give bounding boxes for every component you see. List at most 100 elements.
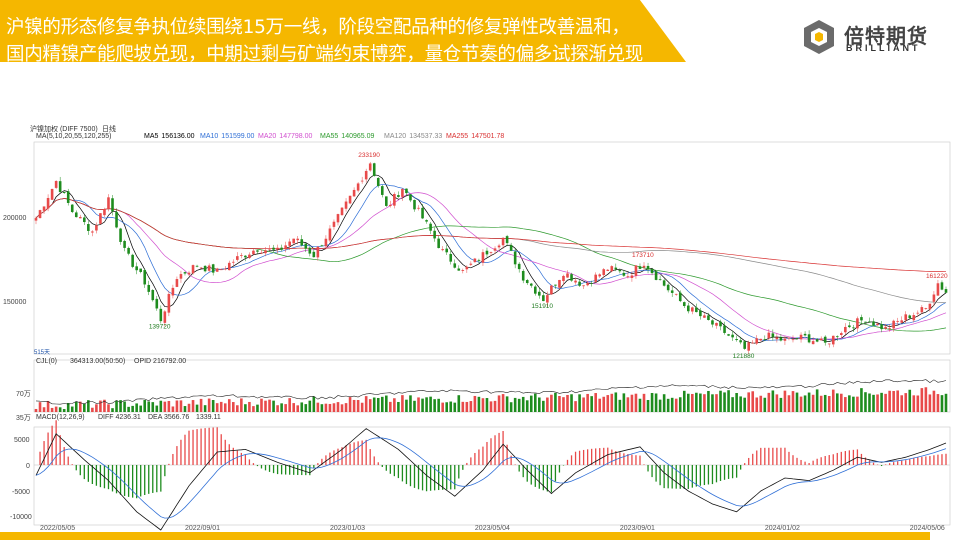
- candle-body: [469, 263, 473, 265]
- volume-bar: [268, 399, 271, 412]
- candle-body: [397, 195, 400, 197]
- logo-english-text: BRILLIANT: [846, 43, 921, 53]
- candle-body: [433, 230, 436, 239]
- headline-line-1: 沪镍的形态修复争执位续围绕15万一线，阶段空配品种的修复弹性改善温和，: [6, 17, 630, 38]
- candle-body: [437, 238, 440, 249]
- volume-bar: [767, 392, 771, 412]
- volume-bar: [107, 404, 110, 412]
- volume-tick-35: 35万: [16, 414, 31, 422]
- candle-body: [107, 197, 110, 209]
- volume-bar: [175, 400, 179, 412]
- candle-body: [227, 262, 231, 271]
- candle-body: [70, 204, 74, 213]
- candle-body: [795, 338, 799, 340]
- candle-body: [731, 334, 734, 338]
- ma5-line: [35, 174, 947, 344]
- instrument-label[interactable]: 沪镍加权 (DIFF 7500): [30, 124, 98, 133]
- volume-bar: [393, 398, 396, 412]
- candle-body: [928, 303, 932, 310]
- candle-body: [171, 287, 175, 296]
- volume-bar: [405, 399, 408, 412]
- volume-bar: [236, 405, 239, 412]
- candle-body: [908, 315, 912, 319]
- candle-body: [715, 322, 718, 326]
- volume-legend-opi: OPID 216792.00: [134, 358, 186, 365]
- candle-body: [513, 251, 517, 265]
- candle-body: [240, 255, 243, 256]
- volume-bar: [159, 400, 163, 412]
- volume-bar: [703, 394, 706, 412]
- ma10-legend: MA10 151599.00: [200, 133, 254, 140]
- volume-bar: [509, 402, 513, 412]
- candle-body: [493, 248, 497, 251]
- volume-bar: [328, 403, 332, 412]
- volume-bar: [320, 404, 324, 412]
- candle-body: [155, 298, 159, 309]
- candle-body: [634, 265, 638, 276]
- volume-bar: [171, 406, 175, 412]
- volume-bar: [66, 402, 70, 412]
- candle-body: [521, 270, 525, 281]
- price-annotations: 233190 139720 151910 173710 121880 161220: [149, 152, 948, 360]
- macd-legend-dea: DEA 3566.76: [148, 414, 189, 421]
- volume-bar: [99, 400, 102, 412]
- candle-body: [348, 195, 352, 204]
- candle-body: [248, 254, 251, 259]
- candle-body: [304, 243, 308, 249]
- volume-bar: [807, 392, 811, 412]
- volume-bar: [803, 395, 807, 412]
- volume-bar: [276, 405, 279, 412]
- volume-bar: [723, 392, 726, 412]
- volume-bar: [272, 400, 275, 412]
- candle-body: [393, 194, 396, 206]
- candle-body: [417, 207, 420, 209]
- volume-bar: [578, 394, 581, 412]
- candle-body: [505, 236, 509, 244]
- volume-bar: [900, 395, 904, 412]
- candle-body: [360, 180, 364, 182]
- candle-body: [195, 265, 199, 267]
- candle-body: [606, 269, 610, 271]
- macd-tick-neg10000: -10000: [10, 514, 32, 521]
- volume-bar: [409, 395, 412, 412]
- volume-bar: [868, 393, 871, 412]
- volume-bar: [570, 394, 573, 412]
- ma-legend: MA(5,10,20,55,120,255) MA5 156136.00 MA10…: [36, 133, 504, 140]
- candle-body: [831, 335, 835, 345]
- candle-body: [904, 314, 908, 321]
- x-label: 2023/09/01: [620, 525, 655, 532]
- volume-bar: [763, 397, 767, 412]
- candle-body: [864, 321, 867, 323]
- volume-bar: [856, 396, 859, 412]
- candle-body: [58, 181, 62, 193]
- candle-body: [457, 268, 461, 271]
- volume-bar: [115, 400, 118, 412]
- volume-bar: [538, 397, 541, 412]
- volume-bar: [876, 394, 879, 412]
- volume-bar: [755, 397, 759, 412]
- candle-body: [380, 186, 384, 195]
- volume-bar: [634, 393, 638, 412]
- volume-bar: [880, 392, 883, 412]
- volume-bar: [187, 403, 191, 412]
- candle-body: [78, 216, 82, 219]
- volume-bar: [87, 400, 90, 412]
- candle-body: [473, 258, 477, 263]
- volume-bar: [892, 390, 895, 412]
- volume-bar: [904, 393, 908, 412]
- company-logo: 倍特期货 BRILLIANT: [800, 18, 930, 54]
- volume-bar: [497, 395, 501, 412]
- macd-pane-frame: [33, 426, 951, 526]
- volume-bar: [58, 407, 62, 412]
- volume-bar: [658, 399, 662, 412]
- volume-bar: [606, 395, 610, 412]
- volume-bar: [135, 403, 138, 412]
- volume-bar: [308, 400, 312, 412]
- ma120-legend: MA120 134537.33: [384, 133, 442, 140]
- volume-bar: [191, 400, 195, 412]
- candle-body: [74, 212, 78, 218]
- volume-bar: [312, 396, 316, 412]
- volume-bar: [505, 396, 509, 412]
- period-label[interactable]: 日线: [102, 124, 116, 133]
- candle-body: [932, 294, 936, 302]
